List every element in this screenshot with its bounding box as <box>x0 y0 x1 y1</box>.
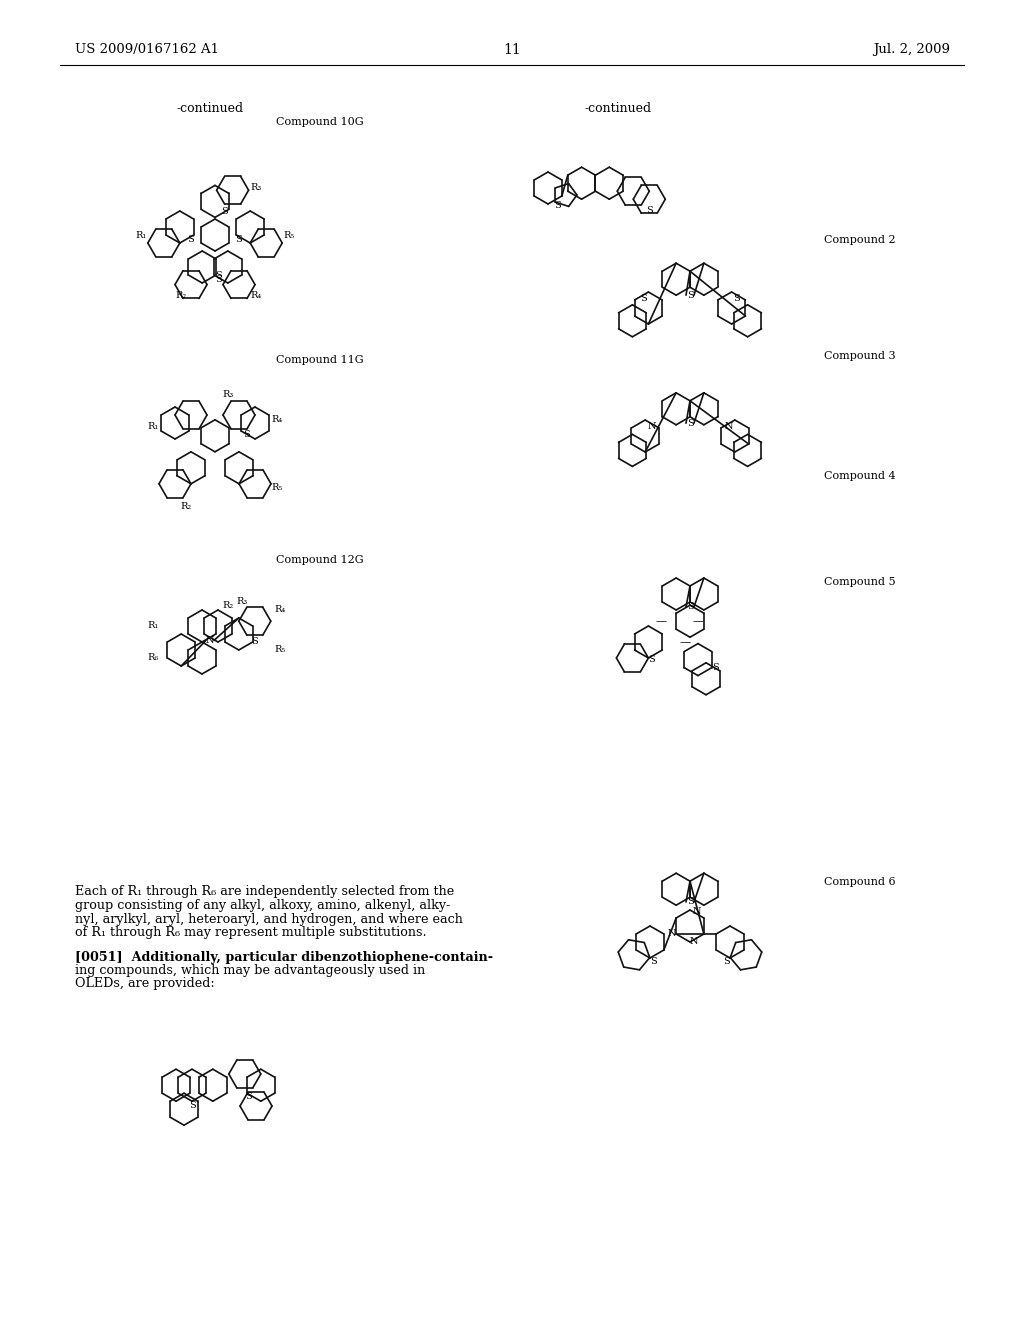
Text: R₁: R₁ <box>147 622 159 631</box>
Text: R₅: R₅ <box>274 645 286 655</box>
Text: R₅: R₅ <box>284 231 295 239</box>
Text: S: S <box>650 957 656 966</box>
Text: S: S <box>723 957 730 966</box>
Text: R₃: R₃ <box>250 182 261 191</box>
Text: ing compounds, which may be advantageously used in: ing compounds, which may be advantageous… <box>75 964 425 977</box>
Text: R₅: R₅ <box>271 483 283 491</box>
Text: S: S <box>554 201 561 210</box>
Text: S: S <box>221 206 228 215</box>
Text: S: S <box>687 418 693 428</box>
Text: S: S <box>687 602 693 611</box>
Text: R₆: R₆ <box>147 653 159 663</box>
Text: N: N <box>668 929 677 939</box>
Text: S: S <box>646 206 652 215</box>
Text: Jul. 2, 2009: Jul. 2, 2009 <box>873 44 950 57</box>
Text: R₂: R₂ <box>180 502 191 511</box>
Text: R₃: R₃ <box>222 389 233 399</box>
Text: —: — <box>692 616 703 626</box>
Text: R₁: R₁ <box>147 421 159 430</box>
Text: Compound 12G: Compound 12G <box>276 554 364 565</box>
Text: R₃: R₃ <box>237 598 248 606</box>
Text: N: N <box>692 907 701 916</box>
Text: S: S <box>244 430 251 438</box>
Text: S: S <box>215 271 221 280</box>
Text: S: S <box>215 276 221 284</box>
Text: R₄: R₄ <box>271 416 283 424</box>
Text: Each of R₁ through R₆ are independently selected from the: Each of R₁ through R₆ are independently … <box>75 886 455 899</box>
Text: N: N <box>206 636 214 645</box>
Text: S: S <box>733 294 739 302</box>
Text: S: S <box>236 235 243 244</box>
Text: S: S <box>713 663 719 672</box>
Text: R₄: R₄ <box>274 606 286 615</box>
Text: Compound 10G: Compound 10G <box>276 117 364 127</box>
Text: S: S <box>640 294 647 302</box>
Text: Compound 2: Compound 2 <box>824 235 896 246</box>
Text: R₂: R₂ <box>175 292 186 300</box>
Text: N: N <box>690 937 698 946</box>
Text: N: N <box>724 422 732 430</box>
Text: S: S <box>687 898 693 907</box>
Text: —: — <box>655 616 667 626</box>
Text: -continued: -continued <box>176 102 244 115</box>
Text: Compound 6: Compound 6 <box>824 876 896 887</box>
Text: S: S <box>188 1101 196 1110</box>
Text: Compound 3: Compound 3 <box>824 351 896 360</box>
Text: Compound 11G: Compound 11G <box>276 355 364 366</box>
Text: R₁: R₁ <box>135 231 146 239</box>
Text: S: S <box>648 655 655 664</box>
Text: nyl, arylkyl, aryl, heteroaryl, and hydrogen, and where each: nyl, arylkyl, aryl, heteroaryl, and hydr… <box>75 912 463 925</box>
Text: [0051]  Additionally, particular dibenzothiophene-contain-: [0051] Additionally, particular dibenzot… <box>75 950 494 964</box>
Text: S: S <box>245 1092 251 1101</box>
Text: S: S <box>687 290 693 300</box>
Text: N: N <box>647 422 655 430</box>
Text: S: S <box>252 638 258 647</box>
Text: 11: 11 <box>503 44 521 57</box>
Text: -continued: -continued <box>585 102 651 115</box>
Text: S: S <box>187 235 195 244</box>
Text: R₂: R₂ <box>223 601 233 610</box>
Text: Compound 5: Compound 5 <box>824 577 896 587</box>
Text: OLEDs, are provided:: OLEDs, are provided: <box>75 978 215 990</box>
Text: R₄: R₄ <box>250 292 261 300</box>
Text: Compound 4: Compound 4 <box>824 471 896 480</box>
Text: group consisting of any alkyl, alkoxy, amino, alkenyl, alky-: group consisting of any alkyl, alkoxy, a… <box>75 899 451 912</box>
Text: of R₁ through R₆ may represent multiple substitutions.: of R₁ through R₆ may represent multiple … <box>75 927 427 939</box>
Text: US 2009/0167162 A1: US 2009/0167162 A1 <box>75 44 219 57</box>
Text: —: — <box>680 638 691 647</box>
